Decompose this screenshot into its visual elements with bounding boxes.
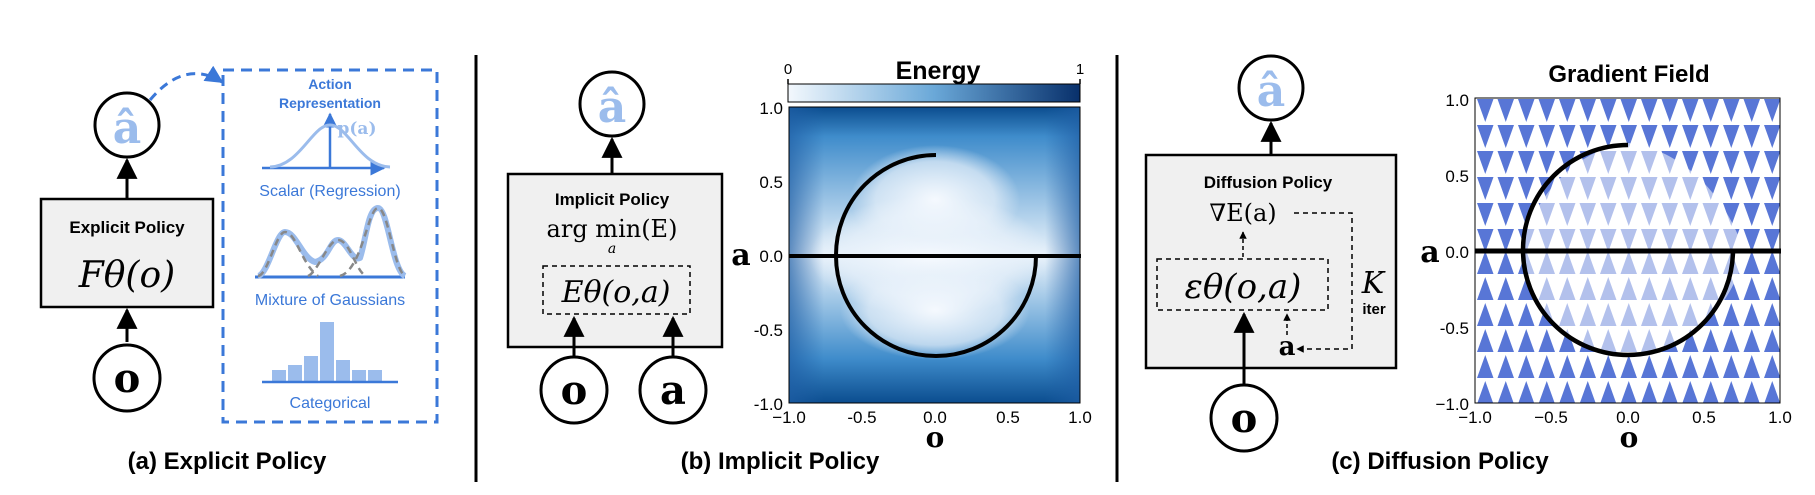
caption-c: (c) Diffusion Policy — [1331, 448, 1549, 475]
mixture-distribution-icon — [255, 205, 408, 279]
colorbar-max: 1 — [1076, 61, 1084, 78]
panel-diffusion-policy: â Diffusion Policy ∇E(a) εθ(o,a) K iter … — [1144, 54, 1792, 475]
input-symbol: o — [1231, 395, 1258, 442]
xtick: -0.5 — [847, 408, 876, 427]
rep-item-categorical: Categorical — [290, 395, 371, 412]
output-symbol: â — [1257, 66, 1286, 117]
xtick: 1.0 — [1768, 408, 1792, 427]
heatmap-frame — [788, 106, 1081, 404]
argmin-subscript: a — [608, 241, 616, 257]
action-representation-box — [221, 68, 439, 424]
energy-function-box — [542, 265, 691, 315]
ytick: -0.5 — [1440, 319, 1469, 338]
output-node — [93, 91, 161, 159]
xtick: −0.5 — [1534, 408, 1568, 427]
heatmap-xlabel: o — [926, 421, 945, 454]
colorbar-title: Energy — [896, 57, 981, 85]
input-a-node — [638, 355, 708, 425]
input-node — [1209, 383, 1279, 453]
ytick: −1.0 — [1435, 395, 1469, 414]
box-formula: Fθ(o) — [78, 255, 175, 296]
energy-heatmap — [788, 106, 1081, 404]
gradient-field — [1474, 97, 1781, 404]
input-a-symbol: a — [660, 367, 686, 414]
xtick: 0.0 — [923, 408, 947, 427]
box-title: Implicit Policy — [555, 190, 670, 209]
representation-connector — [148, 65, 224, 101]
output-symbol: â — [113, 103, 142, 154]
ytick: -0.5 — [754, 321, 783, 340]
input-node — [92, 343, 162, 413]
xtick: −1.0 — [1458, 408, 1492, 427]
panel-implicit-policy: â Implicit Policy arg min(E) a Eθ(o,a) o… — [506, 57, 1092, 475]
rep-item-mixture: Mixture of Gaussians — [255, 292, 405, 309]
input-o-node — [539, 355, 609, 425]
diffusion-policy-box — [1144, 153, 1398, 370]
box-title: Diffusion Policy — [1204, 173, 1333, 192]
implicit-policy-box — [506, 172, 724, 349]
ytick: 1.0 — [759, 99, 783, 118]
grad-formula: ∇E(a) — [1209, 199, 1276, 227]
panel-explicit-policy: â Explicit Policy Fθ(o) o Action Represe… — [39, 65, 439, 475]
gradient-frame — [1474, 97, 1781, 404]
rep-item-scalar: Scalar (Regression) — [259, 183, 400, 200]
heatmap-x-ticks: −1.0 -0.5 0.0 0.5 1.0 — [772, 408, 1092, 427]
energy-valley-spiral — [833, 153, 1038, 359]
gradient-xlabel: o — [1620, 421, 1639, 454]
output-node — [578, 70, 646, 138]
xtick: 0.0 — [1616, 408, 1640, 427]
box-title: Explicit Policy — [69, 218, 185, 237]
caption-b: (b) Implicit Policy — [681, 448, 880, 475]
iteration-loop — [1294, 212, 1353, 353]
categorical-distribution-icon — [262, 322, 398, 384]
argmin-text: arg min(E) — [547, 215, 678, 243]
gradient-x-ticks: −1.0 −0.5 0.0 0.5 1.0 — [1458, 408, 1792, 427]
noise-predictor-box — [1156, 258, 1329, 311]
inner-a: a — [1279, 332, 1296, 362]
gradient-ylabel: a — [1420, 235, 1439, 270]
ytick: 0.5 — [759, 173, 783, 192]
ytick: 0.0 — [1445, 243, 1469, 262]
rep-title-line2: Representation — [279, 95, 381, 111]
xtick: −1.0 — [772, 408, 806, 427]
energy-formula: Eθ(o,a) — [561, 275, 671, 310]
ytick: 0.0 — [759, 247, 783, 266]
xtick: 0.5 — [996, 408, 1020, 427]
xtick: 1.0 — [1068, 408, 1092, 427]
eps-formula: εθ(o,a) — [1185, 267, 1302, 307]
energy-colorbar — [787, 83, 1081, 103]
rep-title-line1: Action — [308, 76, 352, 92]
iter-label: iter — [1362, 301, 1386, 318]
scalar-distribution-icon: p(a) — [262, 112, 391, 176]
gradient-y-ticks: 1.0 0.5 0.0 -0.5 −1.0 — [1435, 91, 1469, 414]
xtick: 0.5 — [1692, 408, 1716, 427]
caption-a: (a) Explicit Policy — [128, 448, 327, 475]
colorbar-min: 0 — [784, 61, 792, 78]
ytick: 1.0 — [1445, 91, 1469, 110]
output-symbol: â — [598, 82, 627, 133]
heatmap-ylabel: a — [731, 238, 750, 273]
input-o-symbol: o — [561, 367, 588, 414]
output-node — [1237, 54, 1305, 122]
iter-K: K — [1361, 266, 1386, 301]
input-symbol: o — [114, 355, 141, 402]
ytick: -1.0 — [754, 395, 783, 414]
heatmap-y-ticks: 1.0 0.5 0.0 -0.5 -1.0 — [754, 99, 783, 414]
explicit-policy-box — [39, 197, 215, 309]
ytick: 0.5 — [1445, 167, 1469, 186]
gradient-valley-spiral — [1520, 142, 1736, 358]
pa-label: p(a) — [338, 119, 377, 139]
gradient-plot-title: Gradient Field — [1548, 61, 1709, 88]
